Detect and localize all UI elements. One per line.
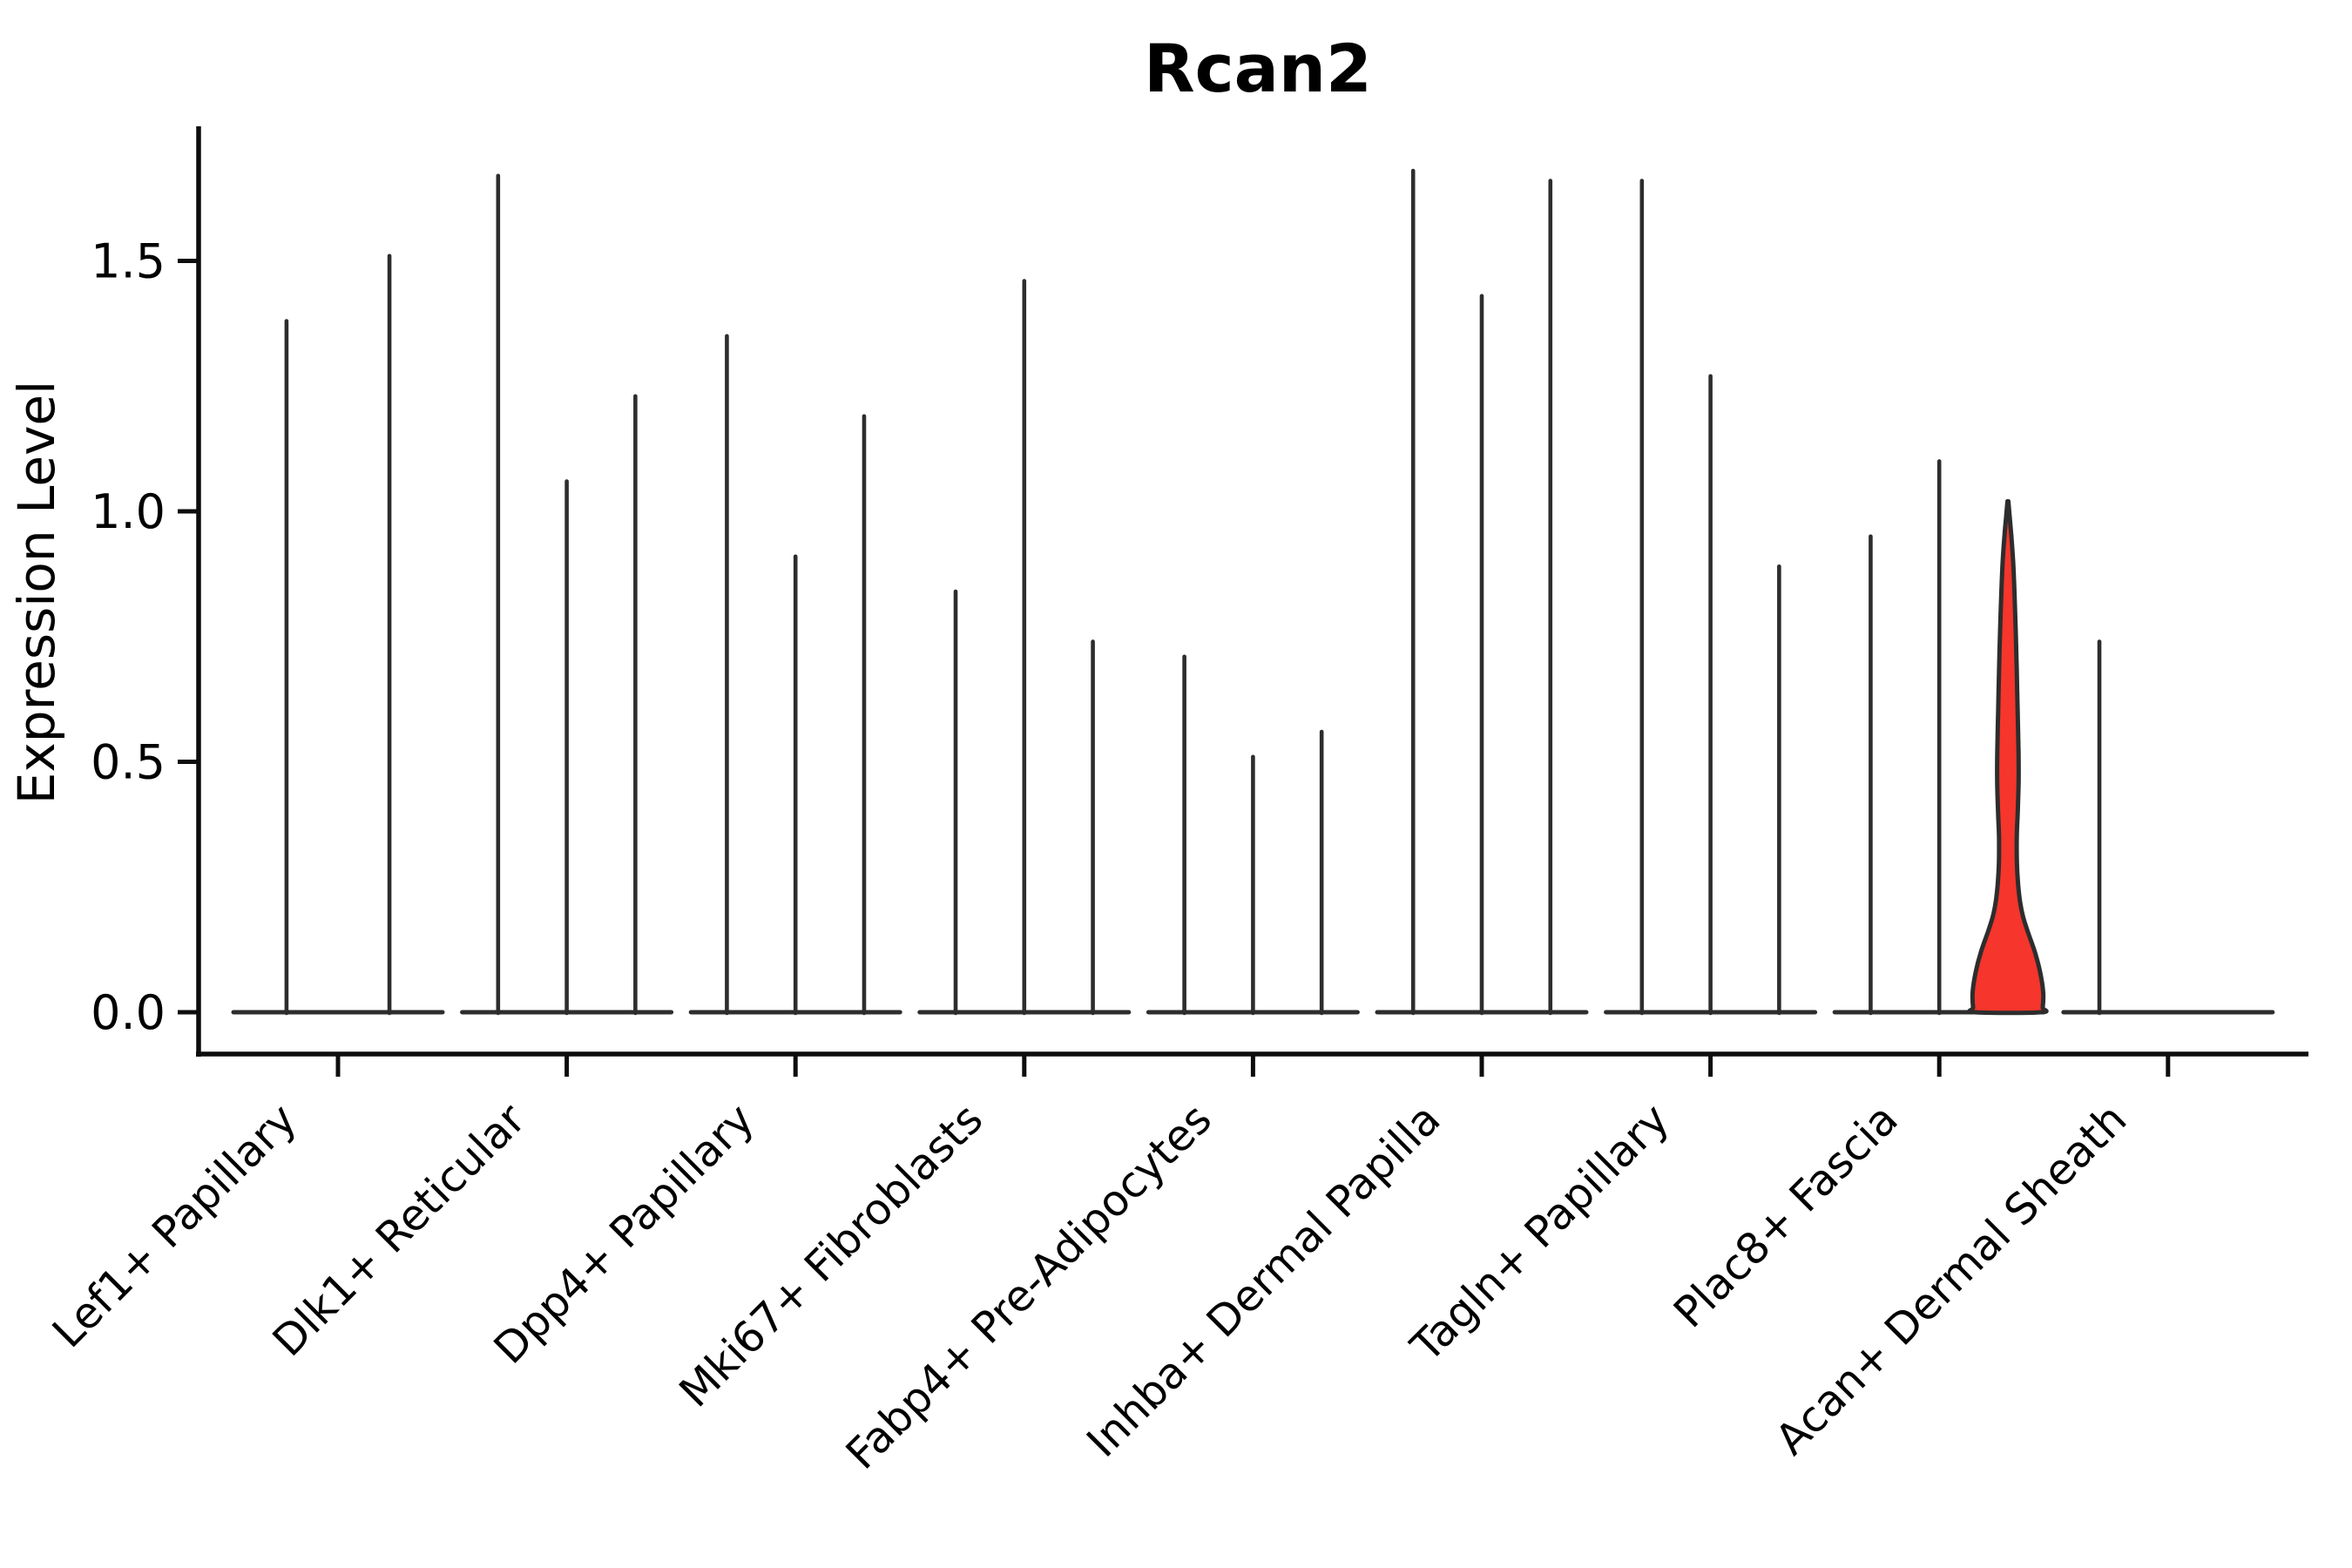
violin-group-9 [2061, 639, 2275, 1016]
y-axis-ticks: 1.5 1.0 0.5 0.0 [91, 234, 199, 1040]
x-tick-label: Dlk1+ Reticular [263, 1094, 536, 1367]
violin-group-2 [460, 173, 674, 1016]
x-tick-label: Lef1+ Papillary [43, 1094, 306, 1357]
y-tick-label: 1.5 [91, 234, 166, 289]
violins-layer [231, 168, 2275, 1016]
violin-group-8 [1832, 459, 2049, 1016]
violin-group-6 [1375, 168, 1589, 1016]
y-tick-label: 1.0 [91, 484, 166, 539]
violin-group-1 [231, 253, 445, 1016]
violin-group-4 [917, 279, 1132, 1016]
violin-group-5 [1146, 654, 1360, 1016]
chart-title: Rcan2 [1144, 30, 1372, 107]
y-tick-label: 0.0 [91, 985, 166, 1040]
highlighted-violin [1967, 499, 2049, 1016]
violin-group-3 [688, 334, 902, 1016]
y-tick-label: 0.5 [91, 735, 166, 790]
violin-group-7 [1604, 179, 1818, 1016]
x-tick-label: Fabp4+ Pre-Adipocytes [836, 1094, 1221, 1479]
y-axis-label: Expression Level [7, 381, 66, 804]
x-tick-label: Plac8+ Fascia [1665, 1094, 1908, 1337]
